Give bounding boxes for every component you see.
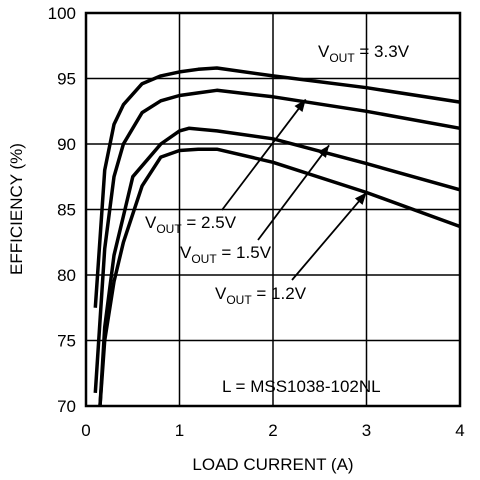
x-tick-label: 0: [81, 421, 90, 440]
y-tick-label: 100: [48, 4, 76, 23]
annotation-arrow-head: [294, 99, 306, 113]
y-tick-label: 95: [57, 70, 76, 89]
y-tick-label: 70: [57, 397, 76, 416]
plot-frame: [84, 11, 462, 408]
y-tick-label: 80: [57, 266, 76, 285]
series-label-2v5: VOUT = 2.5V: [145, 213, 237, 236]
x-tick-label: 1: [175, 421, 184, 440]
x-axis-title: LOAD CURRENT (A): [192, 455, 353, 474]
y-tick-label: 85: [57, 201, 76, 220]
series-line-0: [93, 66, 461, 308]
annotation-arrow-head: [317, 145, 330, 158]
annotation-arrow-shaft: [257, 144, 330, 241]
series-label-3v3: VOUT = 3.3V: [318, 42, 410, 65]
series-line-3: [98, 147, 461, 407]
tick-labels: 0 1 2 3 4 70 75 80 85 90 95 100: [48, 4, 465, 440]
series-label-1v2: VOUT = 1.2V: [215, 284, 307, 307]
y-tick-label: 75: [57, 332, 76, 351]
annotation-arrow-shaft: [221, 98, 307, 211]
series-lines: [93, 66, 461, 407]
series-label-1v5: VOUT = 1.5V: [180, 243, 272, 266]
grid-lines: [86, 13, 460, 406]
x-tick-label: 4: [455, 421, 464, 440]
series-line-2: [98, 126, 461, 407]
annotation-arrow-shaft: [291, 191, 368, 281]
x-tick-label: 3: [362, 421, 371, 440]
y-axis-title: EFFICIENCY (%): [7, 143, 26, 275]
series-line-1: [93, 88, 461, 394]
inductor-annotation: L = MSS1038-102NL: [222, 377, 381, 396]
annotation-arrow-head: [354, 192, 367, 205]
y-tick-label: 90: [57, 135, 76, 154]
x-tick-label: 2: [268, 421, 277, 440]
annotation-arrows: [221, 98, 368, 281]
